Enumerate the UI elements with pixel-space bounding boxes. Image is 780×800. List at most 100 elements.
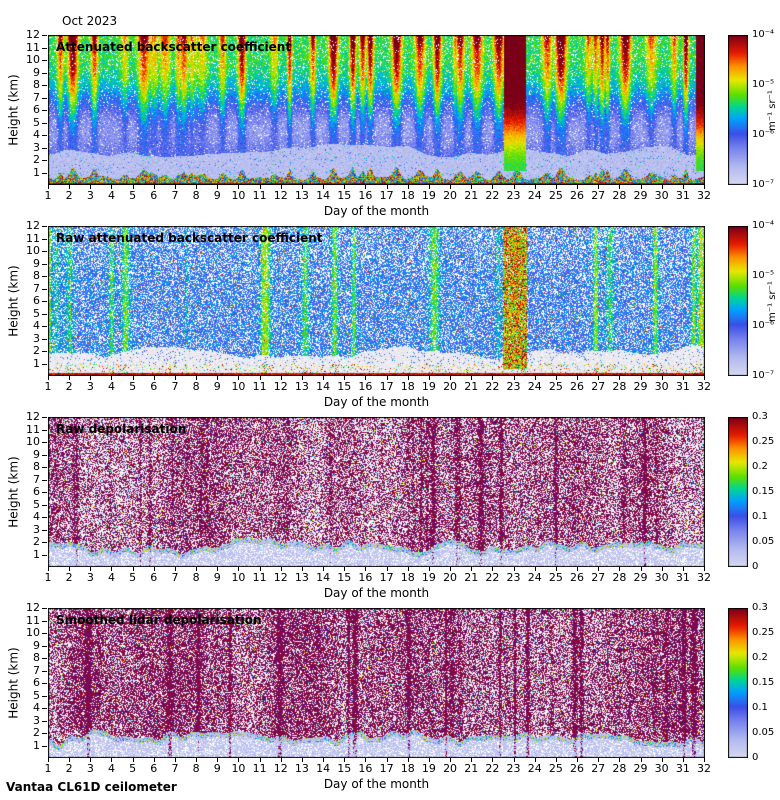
- colorbar-unit-label: m⁻¹ sr⁻¹: [766, 89, 778, 131]
- y-tick-label: 1: [33, 738, 40, 752]
- x-tick-label: 8: [192, 189, 200, 202]
- x-tick-label: 22: [485, 380, 500, 393]
- x-tick-mark: [196, 758, 198, 762]
- colorbar-tick-label: 0.15: [752, 486, 775, 497]
- x-tick-mark: [323, 567, 325, 571]
- x-tick-mark: [598, 376, 600, 380]
- x-axis: 1 2 3 4 5 6 7 8 9 10 11 12 13 14 15 16 17 18 19 20 21 22 23 24 2…: [45, 758, 711, 776]
- x-tick-label: 6: [150, 571, 158, 584]
- colorbar-unit-wrap: [766, 608, 778, 758]
- y-tick-mark: [42, 670, 47, 672]
- x-tick-label: 13: [294, 571, 309, 584]
- x-tick-mark: [428, 758, 430, 762]
- x-tick-label: 30: [654, 762, 669, 775]
- y-axis: 1 2 3 4 5 6 7 8 9 10 11 12: [0, 410, 48, 567]
- x-tick-mark: [428, 567, 430, 571]
- x-tick-mark: [492, 758, 494, 762]
- y-tick-mark: [42, 442, 47, 443]
- x-tick-label: 19: [421, 571, 436, 584]
- colorbar-unit-wrap: [766, 417, 778, 567]
- x-tick-mark: [48, 758, 49, 762]
- colorbar-tick-label: 0.3: [752, 602, 768, 613]
- x-tick-label: 1: [44, 380, 52, 393]
- x-tick-label: 23: [506, 571, 521, 584]
- x-tick-mark: [450, 758, 452, 762]
- x-tick-label: 32: [697, 571, 711, 584]
- x-tick-mark: [238, 758, 240, 762]
- colorbar-tick-label: 0.1: [752, 511, 768, 522]
- x-tick-mark: [619, 185, 621, 189]
- x-tick-label: 2: [65, 189, 73, 202]
- y-tick-mark: [42, 251, 47, 252]
- panel-title: Raw depolarisation: [56, 422, 187, 436]
- x-tick-mark: [619, 567, 621, 571]
- colorbar-tick-label: 0.25: [752, 436, 775, 447]
- x-tick-label: 20: [443, 380, 458, 393]
- y-tick-mark: [42, 85, 47, 86]
- x-tick-mark: [344, 376, 346, 380]
- x-tick-mark: [301, 758, 303, 762]
- x-tick-mark: [90, 758, 92, 762]
- y-tick-mark: [42, 226, 47, 227]
- x-tick-label: 22: [485, 571, 500, 584]
- x-tick-label: 11: [252, 762, 267, 775]
- x-tick-mark: [640, 185, 642, 189]
- x-tick-mark: [407, 758, 409, 762]
- instrument-label: Vantaa CL61D ceilometer: [6, 780, 177, 794]
- raw-attenuated-backscatter-heatmap: [48, 226, 705, 376]
- colorbar-unit-wrap: m⁻¹ sr⁻¹: [766, 35, 778, 185]
- x-tick-label: 22: [485, 189, 500, 202]
- y-tick-mark: [42, 517, 47, 518]
- colorbar-tick-label: 10⁻⁶: [752, 129, 775, 140]
- x-tick-label: 12: [273, 189, 288, 202]
- x-tick-label: 3: [86, 380, 94, 393]
- x-tick-mark: [513, 376, 515, 380]
- y-tick-mark: [42, 467, 47, 468]
- y-tick-label: 9: [33, 638, 40, 652]
- x-tick-label: 15: [337, 762, 352, 775]
- x-tick-label: 4: [107, 571, 115, 584]
- x-tick-label: 11: [252, 380, 267, 393]
- y-tick-label: 10: [26, 244, 40, 257]
- y-tick-mark: [42, 695, 47, 697]
- x-tick-label: 22: [485, 762, 500, 775]
- y-tick-label: 1: [33, 165, 40, 179]
- y-tick-mark: [42, 620, 47, 622]
- x-tick-mark: [196, 376, 198, 380]
- x-tick-mark: [153, 185, 155, 189]
- y-tick-label: 6: [33, 676, 40, 689]
- y-tick-mark: [42, 122, 47, 124]
- x-tick-label: 6: [150, 762, 158, 775]
- x-tick-label: 7: [171, 380, 179, 393]
- x-tick-label: 9: [213, 571, 221, 584]
- x-tick-label: 16: [358, 189, 373, 202]
- x-tick-mark: [598, 185, 600, 189]
- x-tick-mark: [153, 376, 155, 380]
- x-tick-label: 28: [612, 571, 627, 584]
- colorbar-tick-label: 10⁻⁶: [752, 320, 775, 331]
- colorbar-tick-label: 0: [752, 561, 759, 572]
- colorbar: [728, 226, 748, 376]
- x-tick-label: 24: [527, 571, 542, 584]
- x-tick-mark: [471, 376, 473, 380]
- x-tick-mark: [174, 758, 176, 762]
- x-tick-label: 16: [358, 762, 373, 775]
- x-tick-mark: [386, 567, 388, 571]
- plot-area: Raw attenuated backscatter coefficient: [48, 226, 705, 376]
- x-tick-label: 17: [379, 571, 394, 584]
- x-tick-mark: [619, 758, 621, 762]
- y-tick-label: 4: [33, 319, 40, 332]
- x-tick-label: 9: [213, 380, 221, 393]
- x-tick-mark: [69, 376, 71, 380]
- x-tick-label: 26: [570, 380, 585, 393]
- x-tick-label: 32: [697, 380, 711, 393]
- x-tick-mark: [217, 758, 219, 762]
- x-tick-label: 25: [548, 762, 563, 775]
- x-tick-mark: [153, 758, 155, 762]
- x-tick-mark: [280, 758, 282, 762]
- y-tick-mark: [42, 263, 47, 265]
- x-tick-label: 2: [65, 762, 73, 775]
- x-tick-mark: [704, 376, 705, 380]
- x-tick-label: 20: [443, 571, 458, 584]
- y-tick-mark: [42, 708, 47, 709]
